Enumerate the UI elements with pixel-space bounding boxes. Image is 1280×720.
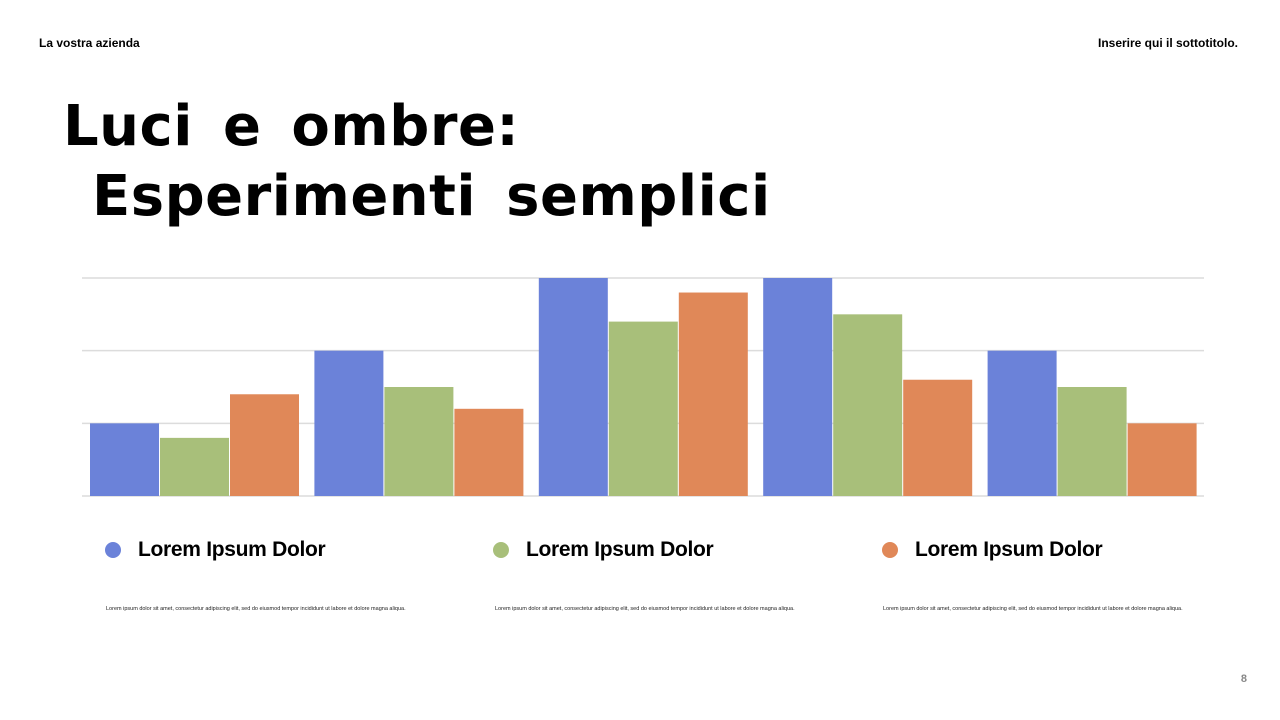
bar-2-series-3 (454, 408, 524, 496)
bar-4-series-3 (903, 379, 973, 496)
legend-description-3: Lorem ipsum dolor sit amet, consectetur … (883, 606, 1183, 612)
bar-5-series-3 (1127, 423, 1197, 496)
bar-3-series-1 (538, 278, 608, 496)
legend-item-2: Lorem Ipsum Dolor (493, 538, 714, 562)
bar-2-series-2 (384, 387, 454, 496)
legend-label-2: Lorem Ipsum Dolor (526, 538, 714, 561)
page-number: 8 (1240, 673, 1247, 685)
legend-description-1: Lorem ipsum dolor sit amet, consectetur … (106, 606, 406, 612)
legend-label-1: Lorem Ipsum Dolor (138, 538, 326, 561)
bar-5-series-1 (987, 350, 1057, 496)
bar-1-series-3 (230, 394, 299, 496)
slide-title: Luci e ombre: Esperimenti semplici (63, 92, 771, 232)
company-name: La vostra azienda (39, 36, 140, 50)
slide-subtitle: Inserire qui il sottotitolo. (1097, 36, 1238, 50)
bar-2-series-1 (314, 350, 384, 496)
bar-4-series-1 (763, 278, 833, 496)
legend-dot-3 (882, 542, 898, 558)
bar-4-series-2 (833, 314, 903, 496)
bar-5-series-2 (1057, 387, 1127, 496)
bar-1-series-2 (160, 437, 229, 496)
legend-description-2: Lorem ipsum dolor sit amet, consectetur … (495, 606, 795, 612)
bar-3-series-3 (678, 292, 748, 496)
title-line-2: Esperimenti semplici (92, 164, 771, 229)
legend-label-3: Lorem Ipsum Dolor (915, 538, 1103, 561)
legend-item-3: Lorem Ipsum Dolor (882, 538, 1103, 562)
bar-1-series-1 (90, 423, 159, 496)
legend-item-1: Lorem Ipsum Dolor (105, 538, 326, 562)
title-line-1: Luci e ombre: (63, 94, 520, 159)
bar-3-series-2 (608, 321, 678, 496)
legend-dot-1 (105, 542, 121, 558)
legend-dot-2 (493, 542, 509, 558)
